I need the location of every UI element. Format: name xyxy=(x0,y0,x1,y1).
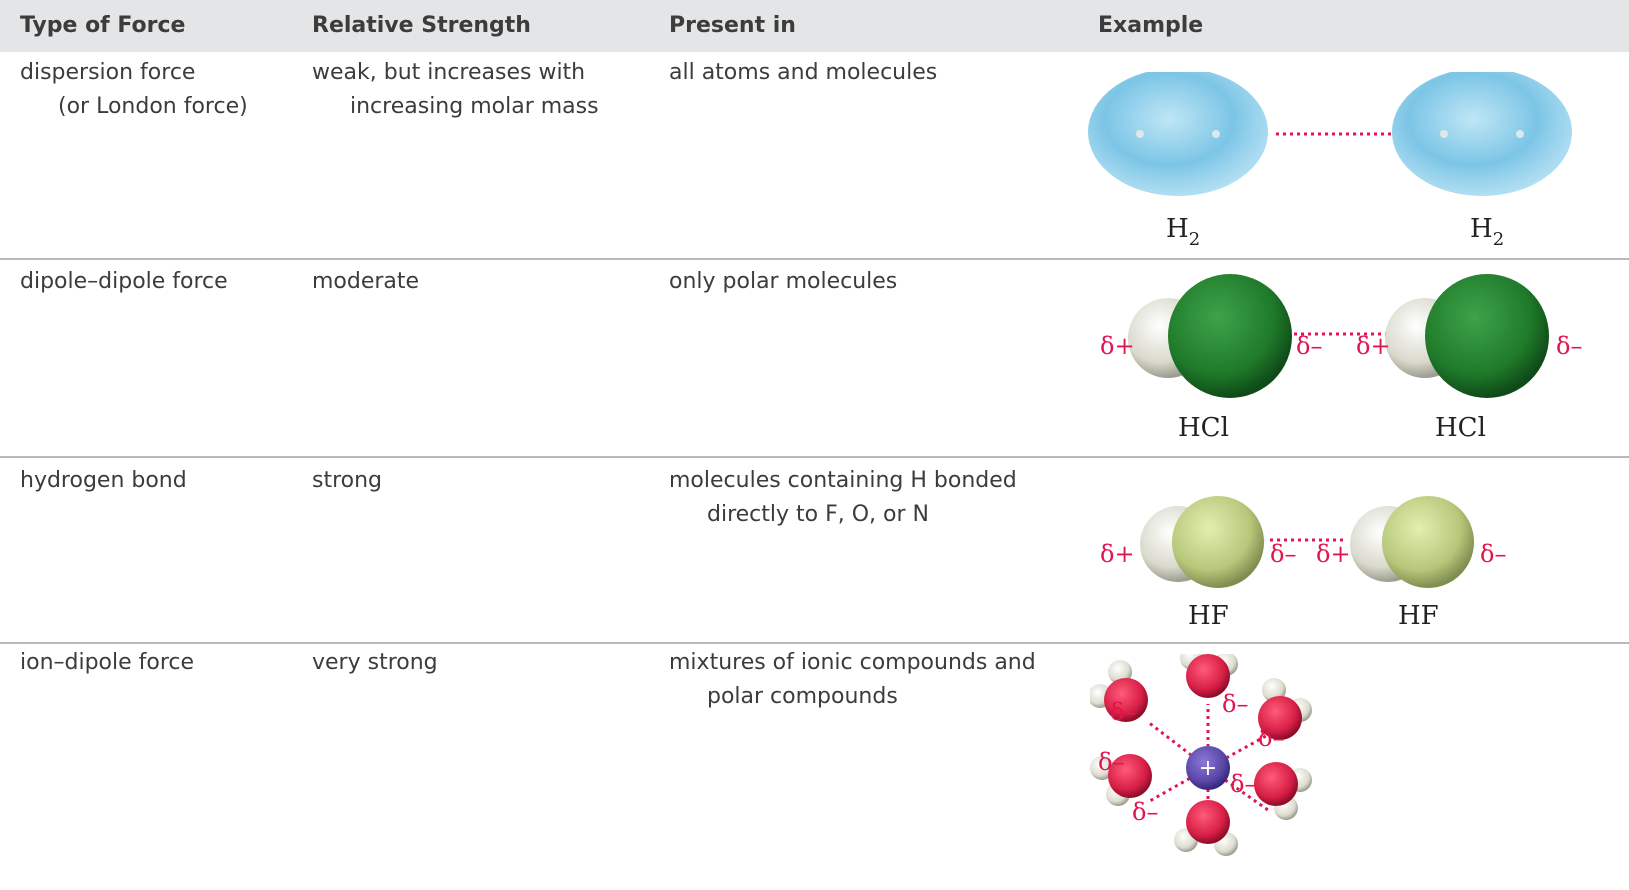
present-in-cell: only polar molecules xyxy=(669,265,897,299)
cation-charge-label: + xyxy=(1199,756,1217,781)
strength-text: very strong xyxy=(312,650,438,675)
hcl-dipole-example: δ+ δ– δ+ δ– HCl HCl xyxy=(1100,274,1582,443)
force-type-cell: dispersion force (or London force) xyxy=(20,56,248,124)
table-row: dipole–dipole force moderate only polar … xyxy=(0,260,1629,456)
force-name: dispersion force xyxy=(20,60,196,85)
h2-nucleus xyxy=(1212,130,1220,138)
strength-text-cont: increasing molar mass xyxy=(350,94,599,119)
force-name: dipole–dipole force xyxy=(20,269,228,294)
fluorine-atom xyxy=(1172,496,1264,588)
water-molecule xyxy=(1174,800,1238,856)
delta-plus-label: δ+ xyxy=(1100,332,1135,360)
force-type-cell: hydrogen bond xyxy=(20,464,187,498)
hf-right-label: HF xyxy=(1398,601,1439,631)
force-name: hydrogen bond xyxy=(20,468,187,493)
strength-cell: moderate xyxy=(312,265,419,299)
delta-minus-label: δ– xyxy=(1480,540,1506,568)
present-in-text: molecules containing H bonded xyxy=(669,468,1017,493)
h2-nucleus xyxy=(1440,130,1448,138)
h2-left-label: H2 xyxy=(1166,214,1200,250)
water-molecule xyxy=(1254,762,1312,820)
chlorine-atom xyxy=(1168,274,1292,398)
present-in-text: mixtures of ionic compounds and xyxy=(669,650,1036,675)
header-type-of-force: Type of Force xyxy=(20,13,186,38)
strength-text: weak, but increases with xyxy=(312,60,586,85)
force-type-cell: ion–dipole force xyxy=(20,646,194,680)
table-header: Type of Force Relative Strength Present … xyxy=(0,0,1629,52)
present-in-cell: mixtures of ionic compounds and polar co… xyxy=(669,646,1036,714)
h2-right-label: H2 xyxy=(1470,214,1504,250)
delta-minus-label: δ– xyxy=(1258,724,1284,752)
present-in-text: only polar molecules xyxy=(669,269,898,294)
h2-nucleus xyxy=(1136,130,1144,138)
h2-nucleus xyxy=(1516,130,1524,138)
delta-plus-label: δ+ xyxy=(1316,540,1351,568)
delta-minus-label: δ– xyxy=(1132,798,1158,826)
present-in-cell: all atoms and molecules xyxy=(669,56,937,90)
h2-electron-cloud-left xyxy=(1088,72,1268,196)
hf-hydrogen-bond-example: δ+ δ– δ+ δ– HF HF xyxy=(1100,496,1506,631)
water-molecule xyxy=(1258,678,1312,740)
row-divider xyxy=(0,642,1629,644)
water-molecule xyxy=(1090,660,1148,722)
hcl-right-label: HCl xyxy=(1435,413,1486,443)
delta-plus-label: δ+ xyxy=(1100,540,1135,568)
strength-cell: weak, but increases with increasing mola… xyxy=(312,56,599,124)
delta-minus-label: δ– xyxy=(1556,332,1582,360)
cation-sphere xyxy=(1186,746,1230,790)
h2-dispersion-example: H2 H2 xyxy=(1088,72,1572,250)
force-type-cell: dipole–dipole force xyxy=(20,265,228,299)
present-in-text-cont: polar compounds xyxy=(707,684,898,709)
strength-text: moderate xyxy=(312,269,420,294)
force-note: (or London force) xyxy=(58,94,248,119)
header-present-in: Present in xyxy=(669,13,796,38)
hf-left-label: HF xyxy=(1188,601,1229,631)
present-in-text-cont: directly to F, O, or N xyxy=(707,502,929,527)
delta-minus-label: δ– xyxy=(1222,690,1248,718)
present-in-cell: molecules containing H bonded directly t… xyxy=(669,464,1017,532)
delta-minus-label: δ– xyxy=(1098,748,1124,776)
table-row: ion–dipole force very strong mixtures of… xyxy=(0,644,1629,890)
strength-cell: very strong xyxy=(312,646,438,680)
row-divider xyxy=(0,258,1629,260)
delta-minus-label: δ– xyxy=(1270,540,1296,568)
water-molecule xyxy=(1180,654,1238,698)
delta-minus-label: δ– xyxy=(1110,698,1136,726)
h2-electron-cloud-right xyxy=(1392,72,1572,196)
ion-dipole-example: + δ– δ– δ– δ– δ– δ– xyxy=(1090,654,1312,856)
fluorine-atom xyxy=(1382,496,1474,588)
strength-text: strong xyxy=(312,468,383,493)
delta-minus-label: δ– xyxy=(1230,770,1256,798)
water-molecule xyxy=(1090,754,1152,806)
header-example: Example xyxy=(1098,13,1204,38)
delta-plus-label: δ+ xyxy=(1356,332,1391,360)
delta-minus-label: δ– xyxy=(1296,332,1322,360)
chlorine-atom xyxy=(1425,274,1549,398)
header-relative-strength: Relative Strength xyxy=(312,13,531,38)
table-row: hydrogen bond strong molecules containin… xyxy=(0,458,1629,642)
present-in-text: all atoms and molecules xyxy=(669,60,938,85)
row-divider xyxy=(0,456,1629,458)
table-row: dispersion force (or London force) weak,… xyxy=(0,52,1629,258)
strength-cell: strong xyxy=(312,464,382,498)
hcl-left-label: HCl xyxy=(1178,413,1229,443)
force-name: ion–dipole force xyxy=(20,650,195,675)
